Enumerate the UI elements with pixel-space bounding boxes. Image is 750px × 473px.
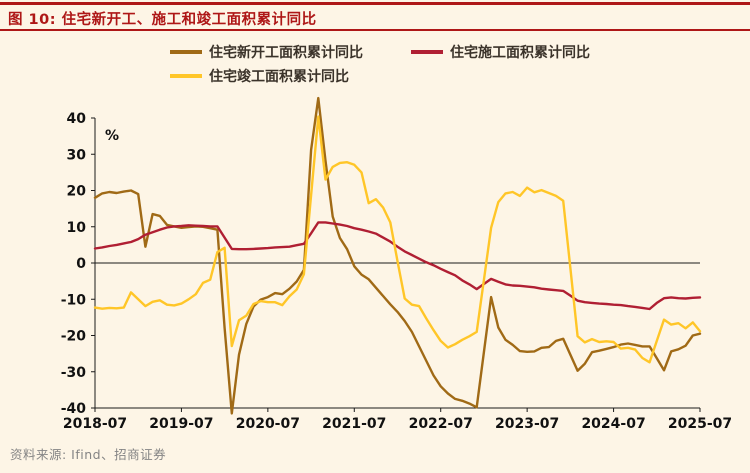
legend-item-construction: 住宅施工面积累计同比: [411, 42, 590, 62]
svg-text:0: 0: [76, 256, 86, 272]
title-divider: [0, 29, 750, 31]
svg-text:2021-07: 2021-07: [322, 416, 386, 432]
svg-text:-40: -40: [61, 401, 87, 417]
svg-text:%: %: [105, 128, 119, 144]
svg-text:2018-07: 2018-07: [63, 416, 127, 432]
legend-item-completion: 住宅竣工面积累计同比: [170, 66, 349, 86]
chart-title: 图 10: 住宅新开工、施工和竣工面积累计同比: [8, 12, 317, 28]
legend-item-new-starts: 住宅新开工面积累计同比: [170, 42, 363, 62]
svg-text:2024-07: 2024-07: [581, 416, 645, 432]
svg-text:-10: -10: [61, 292, 87, 308]
chart-legend: 住宅新开工面积累计同比 住宅施工面积累计同比 住宅竣工面积累计同比: [170, 42, 590, 86]
svg-text:40: 40: [67, 111, 87, 127]
svg-text:2019-07: 2019-07: [149, 416, 213, 432]
svg-text:2022-07: 2022-07: [409, 416, 473, 432]
line-chart-plot: 40 30 20 10 0 -10 -20 -30 -40% 2018-07 2019-07 2020…: [61, 96, 732, 432]
svg-text:2025-07: 2025-07: [668, 416, 732, 432]
svg-text:-30: -30: [61, 365, 87, 381]
svg-text:30: 30: [67, 147, 87, 163]
svg-text:10: 10: [67, 220, 87, 236]
top-divider: [0, 2, 750, 5]
legend-row: 住宅新开工面积累计同比 住宅施工面积累计同比: [170, 42, 590, 62]
svg-text:2023-07: 2023-07: [495, 416, 559, 432]
svg-text:2020-07: 2020-07: [236, 416, 300, 432]
svg-text:20: 20: [67, 184, 87, 200]
construction-line-marker-icon: [411, 50, 443, 54]
legend-label-completion: 住宅竣工面积累计同比: [209, 69, 349, 85]
new-starts-line-marker-icon: [170, 50, 202, 54]
completion-line-marker-icon: [170, 74, 202, 78]
svg-text:-20: -20: [61, 329, 87, 345]
legend-label-new-starts: 住宅新开工面积累计同比: [209, 45, 363, 61]
source-note: 资料来源: Ifind、招商证券: [10, 447, 167, 462]
legend-row: 住宅竣工面积累计同比: [170, 66, 590, 86]
legend-label-construction: 住宅施工面积累计同比: [450, 45, 590, 61]
